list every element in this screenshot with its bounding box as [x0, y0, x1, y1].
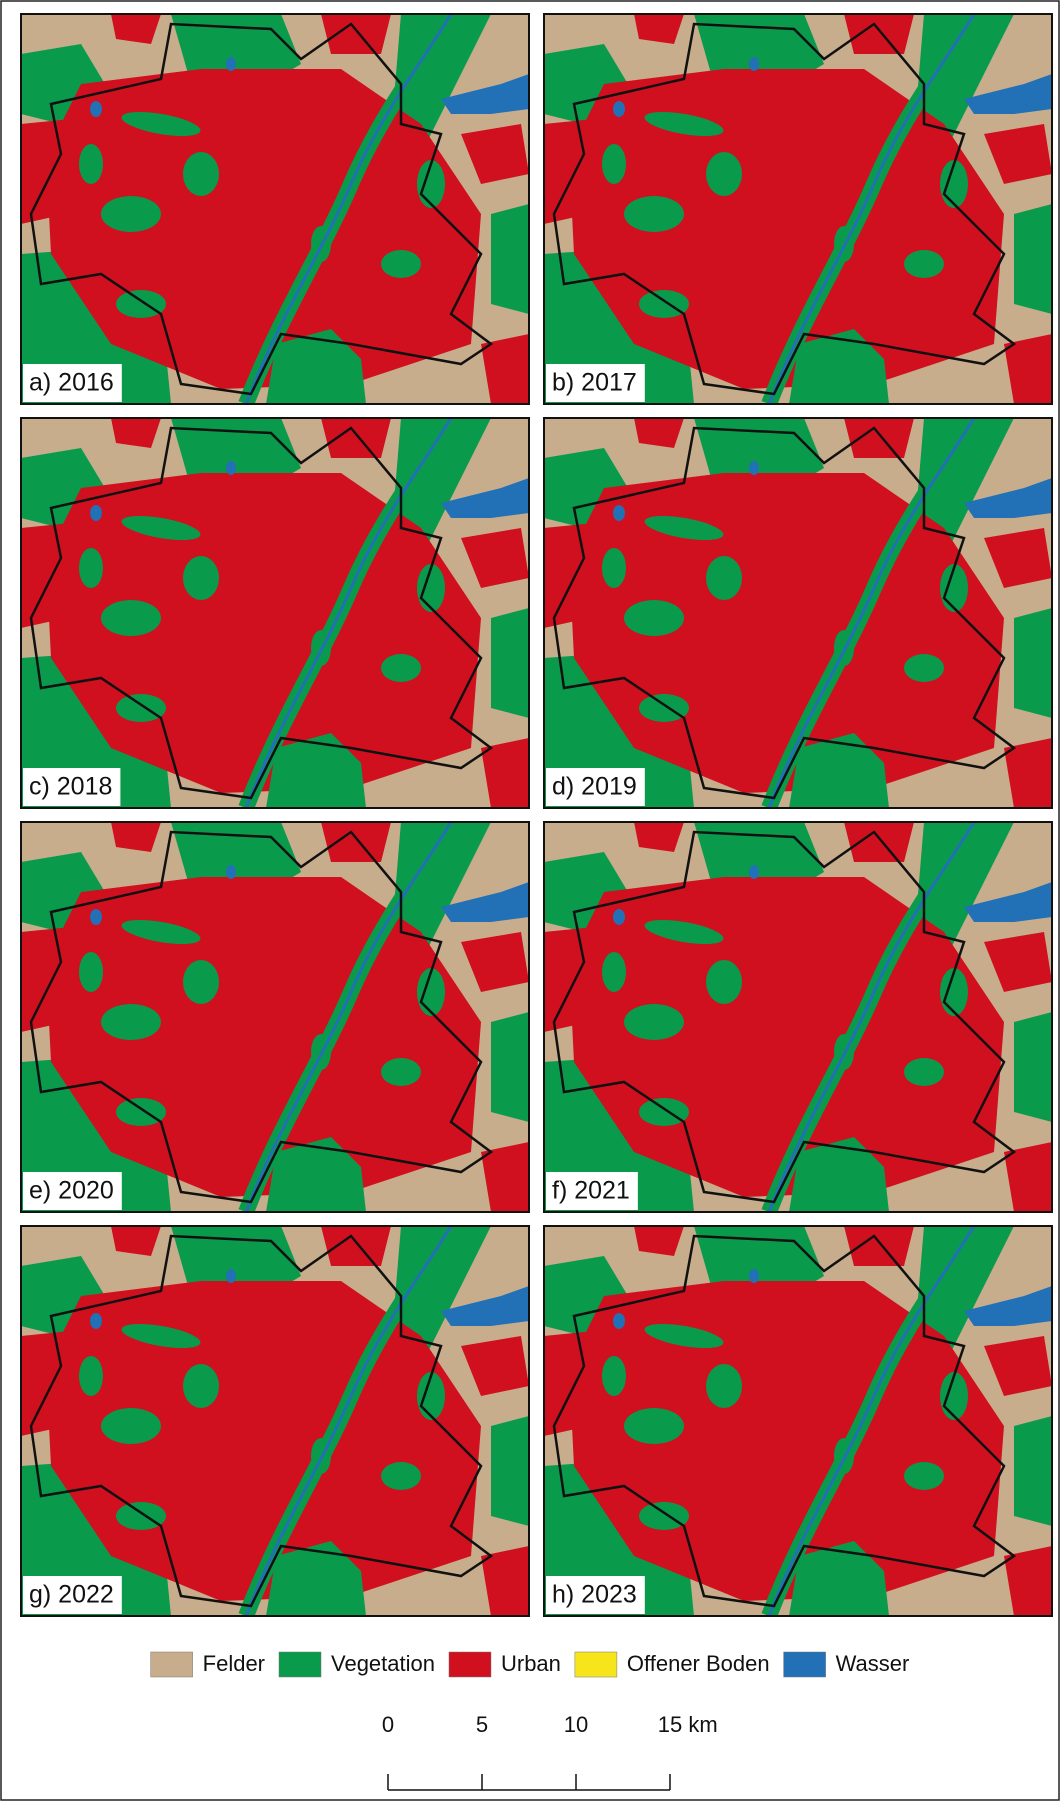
map-panel: e) 2020 — [21, 822, 529, 1212]
map-panel: c) 2018 — [21, 418, 529, 808]
legend-item: Wasser — [784, 1651, 910, 1677]
legend-label: Felder — [203, 1651, 265, 1676]
map-image — [544, 418, 1052, 808]
map-panel: g) 2022 — [21, 1226, 529, 1616]
legend-label: Wasser — [836, 1651, 910, 1676]
scale-bar: 0 5 10 15 km — [382, 1712, 718, 1790]
panel-label: e) 2020 — [29, 1177, 114, 1205]
panel-label: c) 2018 — [29, 773, 112, 801]
map-image — [21, 14, 529, 404]
scale-label: 5 — [476, 1712, 488, 1737]
legend: Felder Vegetation Urban Offener Boden Wasser — [151, 1651, 910, 1677]
map-image — [544, 14, 1052, 404]
panel-label: b) 2017 — [552, 369, 637, 397]
legend-swatch — [449, 1652, 491, 1677]
legend-item: Felder — [151, 1651, 265, 1677]
map-panel: f) 2021 — [544, 822, 1052, 1212]
map-image — [21, 418, 529, 808]
map-image — [21, 1226, 529, 1616]
legend-swatch — [575, 1652, 617, 1677]
panel-label: h) 2023 — [552, 1581, 637, 1609]
legend-item: Vegetation — [279, 1651, 435, 1677]
map-image — [21, 822, 529, 1212]
legend-swatch — [784, 1652, 826, 1677]
panel-label: a) 2016 — [29, 369, 114, 397]
legend-label: Offener Boden — [627, 1651, 770, 1676]
scale-label: 0 — [382, 1712, 394, 1737]
map-panel: a) 2016 — [21, 14, 529, 404]
map-panel: d) 2019 — [544, 418, 1052, 808]
map-image — [544, 1226, 1052, 1616]
map-image — [544, 822, 1052, 1212]
scale-label: 10 — [564, 1712, 588, 1737]
panel-label: f) 2021 — [552, 1177, 630, 1205]
map-panel: b) 2017 — [544, 14, 1052, 404]
legend-item: Offener Boden — [575, 1651, 770, 1677]
figure: a) 2016 b) 2017 c) 2018 d) 2019 e) 2020 f) 20… — [0, 0, 1060, 1801]
panel-label: d) 2019 — [552, 773, 637, 801]
map-panel: h) 2023 — [544, 1226, 1052, 1616]
legend-label: Urban — [501, 1651, 561, 1676]
panel-label: g) 2022 — [29, 1581, 114, 1609]
scale-label: 15 km — [658, 1712, 718, 1737]
legend-swatch — [151, 1652, 193, 1677]
panel-grid: a) 2016 b) 2017 c) 2018 d) 2019 e) 2020 f) 20… — [21, 14, 1052, 1616]
legend-label: Vegetation — [331, 1651, 435, 1676]
legend-item: Urban — [449, 1651, 561, 1677]
legend-swatch — [279, 1652, 321, 1677]
